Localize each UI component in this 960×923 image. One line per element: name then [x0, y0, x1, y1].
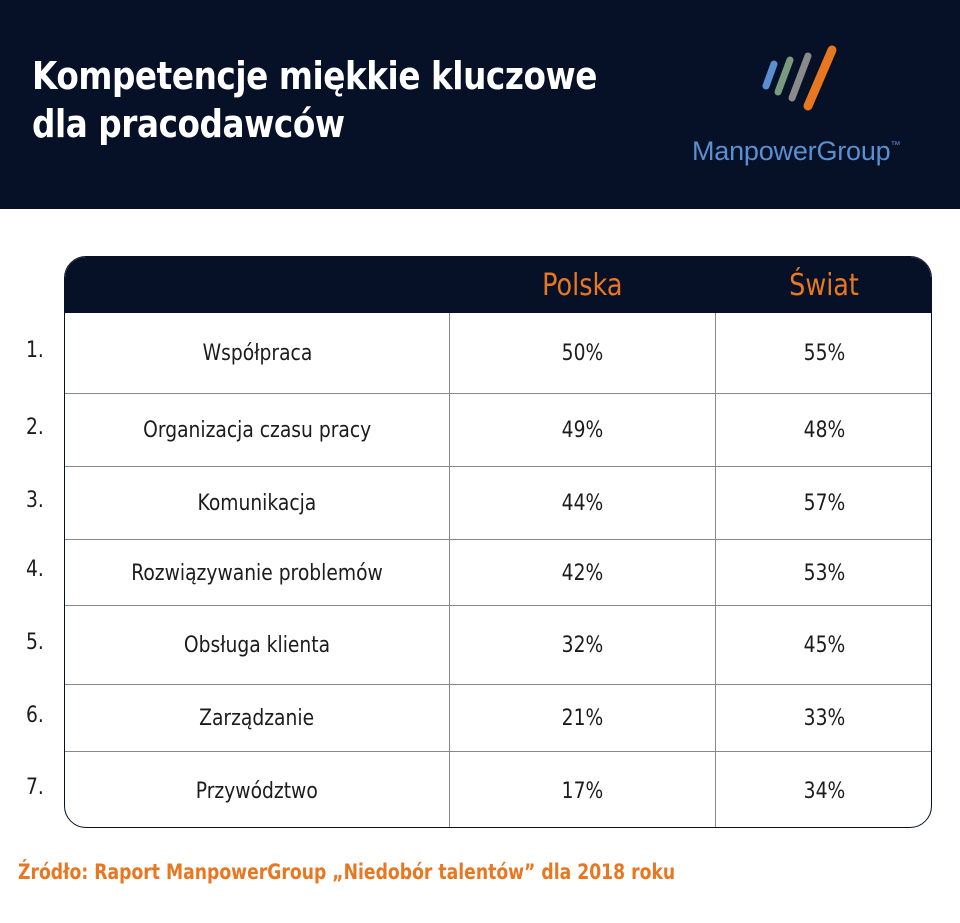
value-polska: 42% [561, 560, 604, 586]
column-divider [449, 313, 450, 827]
page-title: Kompetencje miękkie kluczowe dla pracoda… [32, 52, 597, 148]
skill-label: Organizacja czasu pracy [142, 418, 372, 443]
value-polska: 21% [561, 706, 604, 731]
table-row: Zarządzanie 21% 33% [65, 684, 931, 752]
row-number: 2. [26, 414, 44, 440]
skill-label: Rozwiązywanie problemów [131, 560, 383, 586]
column-header-swiat: Świat [789, 268, 860, 303]
title-line-1: Kompetencje miękkie kluczowe [32, 54, 597, 98]
value-polska: 49% [561, 418, 604, 443]
table-row: Rozwiązywanie problemów 42% 53% [65, 539, 931, 606]
table-row: Współpraca 50% 55% [65, 313, 931, 393]
row-number: 6. [26, 702, 44, 728]
row-number: 4. [26, 557, 44, 582]
value-swiat: 33% [803, 706, 846, 731]
value-swiat: 57% [803, 491, 846, 516]
table-header: Polska Świat [65, 257, 931, 313]
title-line-2: dla pracodawców [32, 102, 345, 146]
skill-label: Komunikacja [197, 491, 317, 516]
skill-label: Współpraca [202, 340, 312, 366]
value-polska: 44% [561, 491, 604, 516]
value-swiat: 55% [803, 340, 846, 366]
value-polska: 32% [561, 633, 604, 658]
source-note: Źródło: Raport ManpowerGroup „Niedobór t… [18, 860, 676, 884]
row-number: 5. [26, 629, 44, 655]
header-banner: Kompetencje miękkie kluczowe dla pracoda… [0, 0, 960, 209]
logo-stripes-icon [762, 45, 837, 111]
row-number: 3. [26, 487, 44, 513]
value-swiat: 48% [803, 418, 846, 443]
value-swiat: 45% [803, 633, 846, 658]
value-polska: 50% [561, 340, 604, 366]
value-swiat: 53% [803, 560, 846, 586]
skill-label: Przywództwo [195, 778, 318, 804]
table-row: Przywództwo 17% 34% [65, 751, 931, 827]
table-row: Organizacja czasu pracy 49% 48% [65, 393, 931, 467]
table-row: Obsługa klienta 32% 45% [65, 605, 931, 685]
skill-label: Obsługa klienta [183, 633, 331, 658]
row-number: 1. [26, 338, 44, 363]
logo-wordmark: ManpowerGroup™ [692, 136, 901, 166]
row-number: 7. [26, 775, 44, 800]
value-polska: 17% [561, 778, 604, 804]
manpowergroup-logo: ManpowerGroup™ [690, 40, 930, 175]
table-row: Komunikacja 44% 57% [65, 466, 931, 540]
value-swiat: 34% [803, 778, 846, 804]
skill-label: Zarządzanie [199, 706, 315, 731]
skills-table: Polska Świat Współpraca 50% 55% Organizacja… [64, 256, 932, 828]
column-header-polska: Polska [542, 268, 623, 303]
column-divider [715, 313, 716, 827]
